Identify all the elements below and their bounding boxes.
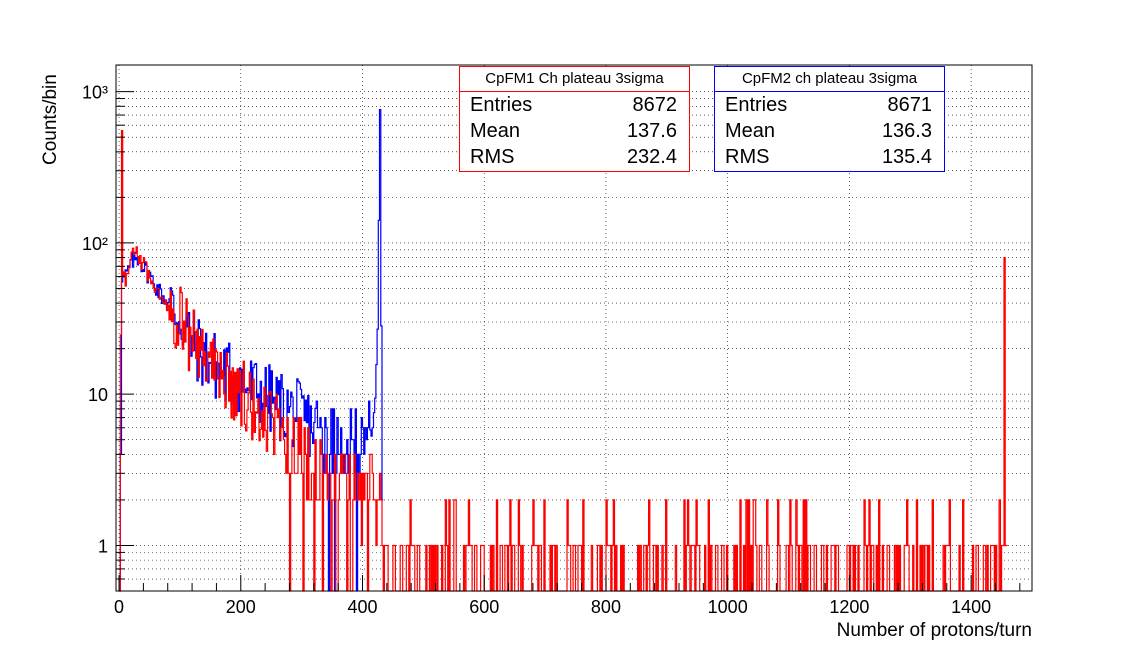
histogram-line-cpfm2 <box>119 109 384 592</box>
y-tick-label: 10² <box>82 234 108 254</box>
y-tick-label: 10³ <box>82 83 108 103</box>
stats-value-entries: 8671 <box>887 94 933 116</box>
x-tick-label: 400 <box>347 597 377 617</box>
y-tick-label: 10 <box>88 385 108 405</box>
stats-box-cpfm1: CpFM1 Ch plateau 3sigma Entries 8672 Mea… <box>459 66 690 172</box>
stats-value-rms: 232.4 <box>626 146 677 168</box>
histogram-series <box>119 109 1008 592</box>
plot-frame <box>115 64 1033 592</box>
x-tick-label: 1000 <box>708 597 748 617</box>
stats-label-entries: Entries <box>725 94 788 116</box>
stats-row-rms: RMS 232.4 <box>460 144 689 170</box>
x-tick-label: 600 <box>469 597 499 617</box>
x-tick-label: 200 <box>226 597 256 617</box>
stats-row-mean: Mean 136.3 <box>715 118 944 144</box>
stats-row-entries: Entries 8671 <box>715 92 944 118</box>
x-tick-label: 1200 <box>829 597 869 617</box>
stats-label-rms: RMS <box>470 146 515 168</box>
stats-label-mean: Mean <box>725 120 776 142</box>
stats-value-mean: 136.3 <box>881 120 932 142</box>
y-axis-label: Counts/bin <box>40 74 61 165</box>
stats-box-cpfm2: CpFM2 ch plateau 3sigma Entries 8671 Mea… <box>714 66 945 172</box>
stats-row-rms: RMS 135.4 <box>715 144 944 170</box>
axes: 0 200 400 600 800 1000 1200 1400 1 10 10² 10³ <box>82 83 1021 617</box>
stats-value-entries: 8672 <box>632 94 678 116</box>
stats-value-mean: 137.6 <box>626 120 677 142</box>
stats-label-mean: Mean <box>470 120 521 142</box>
x-tick-label: 800 <box>591 597 621 617</box>
histogram-line-cpfm1 <box>119 130 1008 592</box>
x-tick-label: 1400 <box>951 597 991 617</box>
x-tick-label: 0 <box>114 597 124 617</box>
stats-row-mean: Mean 137.6 <box>460 118 689 144</box>
stats-label-entries: Entries <box>470 94 533 116</box>
stats-title-cpfm2: CpFM2 ch plateau 3sigma <box>715 67 944 92</box>
x-axis-label: Number of protons/turn <box>837 620 1032 641</box>
y-tick-label: 1 <box>98 536 108 556</box>
stats-label-rms: RMS <box>725 146 770 168</box>
stats-value-rms: 135.4 <box>881 146 932 168</box>
stats-row-entries: Entries 8672 <box>460 92 689 118</box>
stats-title-cpfm1: CpFM1 Ch plateau 3sigma <box>460 67 689 92</box>
